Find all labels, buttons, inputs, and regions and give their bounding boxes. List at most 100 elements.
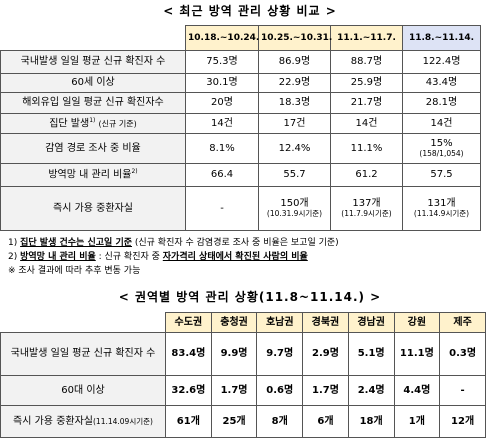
cell-value: 14건 <box>355 117 378 129</box>
cell-note: (158/1,054) <box>419 148 464 158</box>
cell: 2.9명 <box>302 332 349 376</box>
cell: 57.5 <box>402 163 481 187</box>
cell: 12개 <box>439 405 486 438</box>
cell: 43.4명 <box>402 73 481 93</box>
header-row: 수도권 충청권 호남권 경북권 경남권 강원 제주 <box>0 312 486 333</box>
cell-value: 14건 <box>211 117 233 129</box>
column-header: 11.8.~11.14. <box>402 25 481 51</box>
column-header: 수도권 <box>165 312 212 333</box>
cell-value: 131개 <box>427 198 456 210</box>
footnote-mark: 2) <box>131 168 138 176</box>
note-emphasis: 방역망 내 관리 비율 <box>20 252 96 262</box>
cell-value: 150개 <box>280 198 309 210</box>
cell: 9.9명 <box>210 332 258 376</box>
cell-value: 122.4명 <box>422 56 461 68</box>
row: 감염 경로 조사 중 비율 8.1% 12.4% 11.1% 15% (158/1,054… <box>0 133 481 164</box>
cell: 75.3명 <box>185 50 259 74</box>
note: 2) 방역망 내 관리 비율 : 신규 확진자 중 자가격리 상태에서 확진된 … <box>8 250 339 264</box>
cell: 55.7 <box>258 163 331 187</box>
row-label: 즉시 가용 중환자실 <box>0 186 186 231</box>
cell: 5.1명 <box>347 332 395 376</box>
row: 60세 이상 30.1명 22.9명 25.9명 43.4명 <box>0 73 481 93</box>
cell-value: 88.7명 <box>350 56 383 68</box>
cell: 1.7명 <box>302 375 349 406</box>
cell: 15% (158/1,054) <box>402 133 481 164</box>
column-header: 11.1.~11.7. <box>330 25 403 51</box>
cell: 150개 (10.31.9시기준) <box>258 186 331 231</box>
cell: 25개 <box>210 405 258 438</box>
section1-title: < 최근 방역 관리 상황 비교 > <box>163 4 337 18</box>
cell: 0.6명 <box>256 375 304 406</box>
cell: 8개 <box>256 405 304 438</box>
row-label: 방역망 내 관리 비율2) <box>0 163 186 187</box>
notes: 1) 집단 발생 건수는 신고일 기준 (신규 확진자 수 감염경로 조사 중 … <box>8 236 339 278</box>
cell-value: 20명 <box>211 97 233 109</box>
cell-value: 75.3명 <box>206 56 238 68</box>
cell: - <box>185 186 259 231</box>
note-text: : 신규 확진자 중 <box>95 252 163 262</box>
cell: 6개 <box>302 405 349 438</box>
footnote-mark: 1) <box>89 116 96 124</box>
cell: 11.1명 <box>393 332 441 376</box>
cell: - <box>439 375 486 406</box>
row-label-text: 방역망 내 관리 비율 <box>48 169 132 181</box>
cell-value: 86.9명 <box>278 56 311 68</box>
cell-value: 12.4% <box>278 142 311 154</box>
column-header: 10.18.~10.24. <box>185 25 259 51</box>
cell: 88.7명 <box>330 50 403 74</box>
row-label-text: 60대 이상 <box>61 384 105 396</box>
row-label-text: 집단 발생 <box>49 117 90 129</box>
cell-note: (10.31.9시기준) <box>266 208 323 218</box>
row-label: 즉시 가용 중환자실(11.14.09시기준) <box>0 405 166 438</box>
row: 집단 발생1) (신규 기준) 14건 17건 14건 14건 <box>0 113 481 134</box>
row: 즉시 가용 중환자실 -150개 (10.31.9시기준) 137개 (11.7.9시기… <box>0 186 481 231</box>
cell-value: 25.9명 <box>350 77 383 89</box>
label-note: (신규 기준) <box>98 118 137 128</box>
cell: 2.4명 <box>347 375 395 406</box>
cell: 14건 <box>330 113 403 134</box>
row: 국내발생 일일 평균 신규 확진자 수 83.4명 9.9명 9.7명 2.9명 5.1명… <box>0 332 486 376</box>
cell: 14건 <box>402 113 481 134</box>
row: 방역망 내 관리 비율2) 66.4 55.7 61.2 57.5 <box>0 163 481 187</box>
cell: 66.4 <box>185 163 259 187</box>
note-text: 1) <box>8 238 21 248</box>
cell: 17건 <box>258 113 331 134</box>
column-header: 충청권 <box>210 312 258 333</box>
row: 60대 이상 32.6명 1.7명 0.6명 1.7명 2.4명 4.4명 - <box>0 375 486 406</box>
note-text: (신규 확진자 수 감염경로 조사 중 비율은 보고일 기준) <box>132 238 339 248</box>
row-label-text: 즉시 가용 중환자실 <box>53 202 133 214</box>
cell: 28.1명 <box>402 92 481 114</box>
cell: 18.3명 <box>258 92 331 114</box>
cell-value: 17건 <box>283 117 306 129</box>
row-label-text: 즉시 가용 중환자실 <box>13 415 93 427</box>
label-note: (11.14.09시기준) <box>93 416 153 426</box>
cell-value: 57.5 <box>430 169 453 181</box>
row-label: 감염 경로 조사 중 비율 <box>0 133 186 164</box>
cell-value: 55.7 <box>283 169 306 181</box>
row: 국내발생 일일 평균 신규 확진자 수 75.3명 86.9명 88.7명 122.4명 <box>0 50 481 74</box>
cell-value: 14건 <box>430 117 453 129</box>
column-header: 10.25.~10.31. <box>258 25 332 51</box>
cell-value: 30.1명 <box>206 77 238 89</box>
cell: 14건 <box>185 113 259 134</box>
section2-title: < 권역별 방역 관리 상황(11.8~11.14.) > <box>118 290 382 304</box>
cell: 86.9명 <box>258 50 331 74</box>
row-label: 60대 이상 <box>0 375 166 406</box>
row-label-text: 해외유입 일일 평균 신규 확진자수 <box>22 97 164 109</box>
cell-value: 28.1명 <box>425 97 458 109</box>
cell: 30.1명 <box>185 73 259 93</box>
column-header: 제주 <box>439 312 486 333</box>
cell-note: (11.14.9시기준) <box>413 208 470 218</box>
cell: 131개 (11.14.9시기준) <box>402 186 481 231</box>
row-label: 60세 이상 <box>0 73 186 93</box>
cell: 4.4명 <box>393 375 441 406</box>
cell-value: 11.1% <box>350 142 383 154</box>
cell-value: 61.2 <box>355 169 378 181</box>
cell: 83.4명 <box>165 332 212 376</box>
corner <box>0 312 166 333</box>
row-label: 해외유입 일일 평균 신규 확진자수 <box>0 92 186 114</box>
note-emphasis: 자가격리 상태에서 확진된 사람의 비율 <box>162 252 308 262</box>
note: 1) 집단 발생 건수는 신고일 기준 (신규 확진자 수 감염경로 조사 중 … <box>8 236 339 250</box>
cell: 0.3명 <box>439 332 486 376</box>
